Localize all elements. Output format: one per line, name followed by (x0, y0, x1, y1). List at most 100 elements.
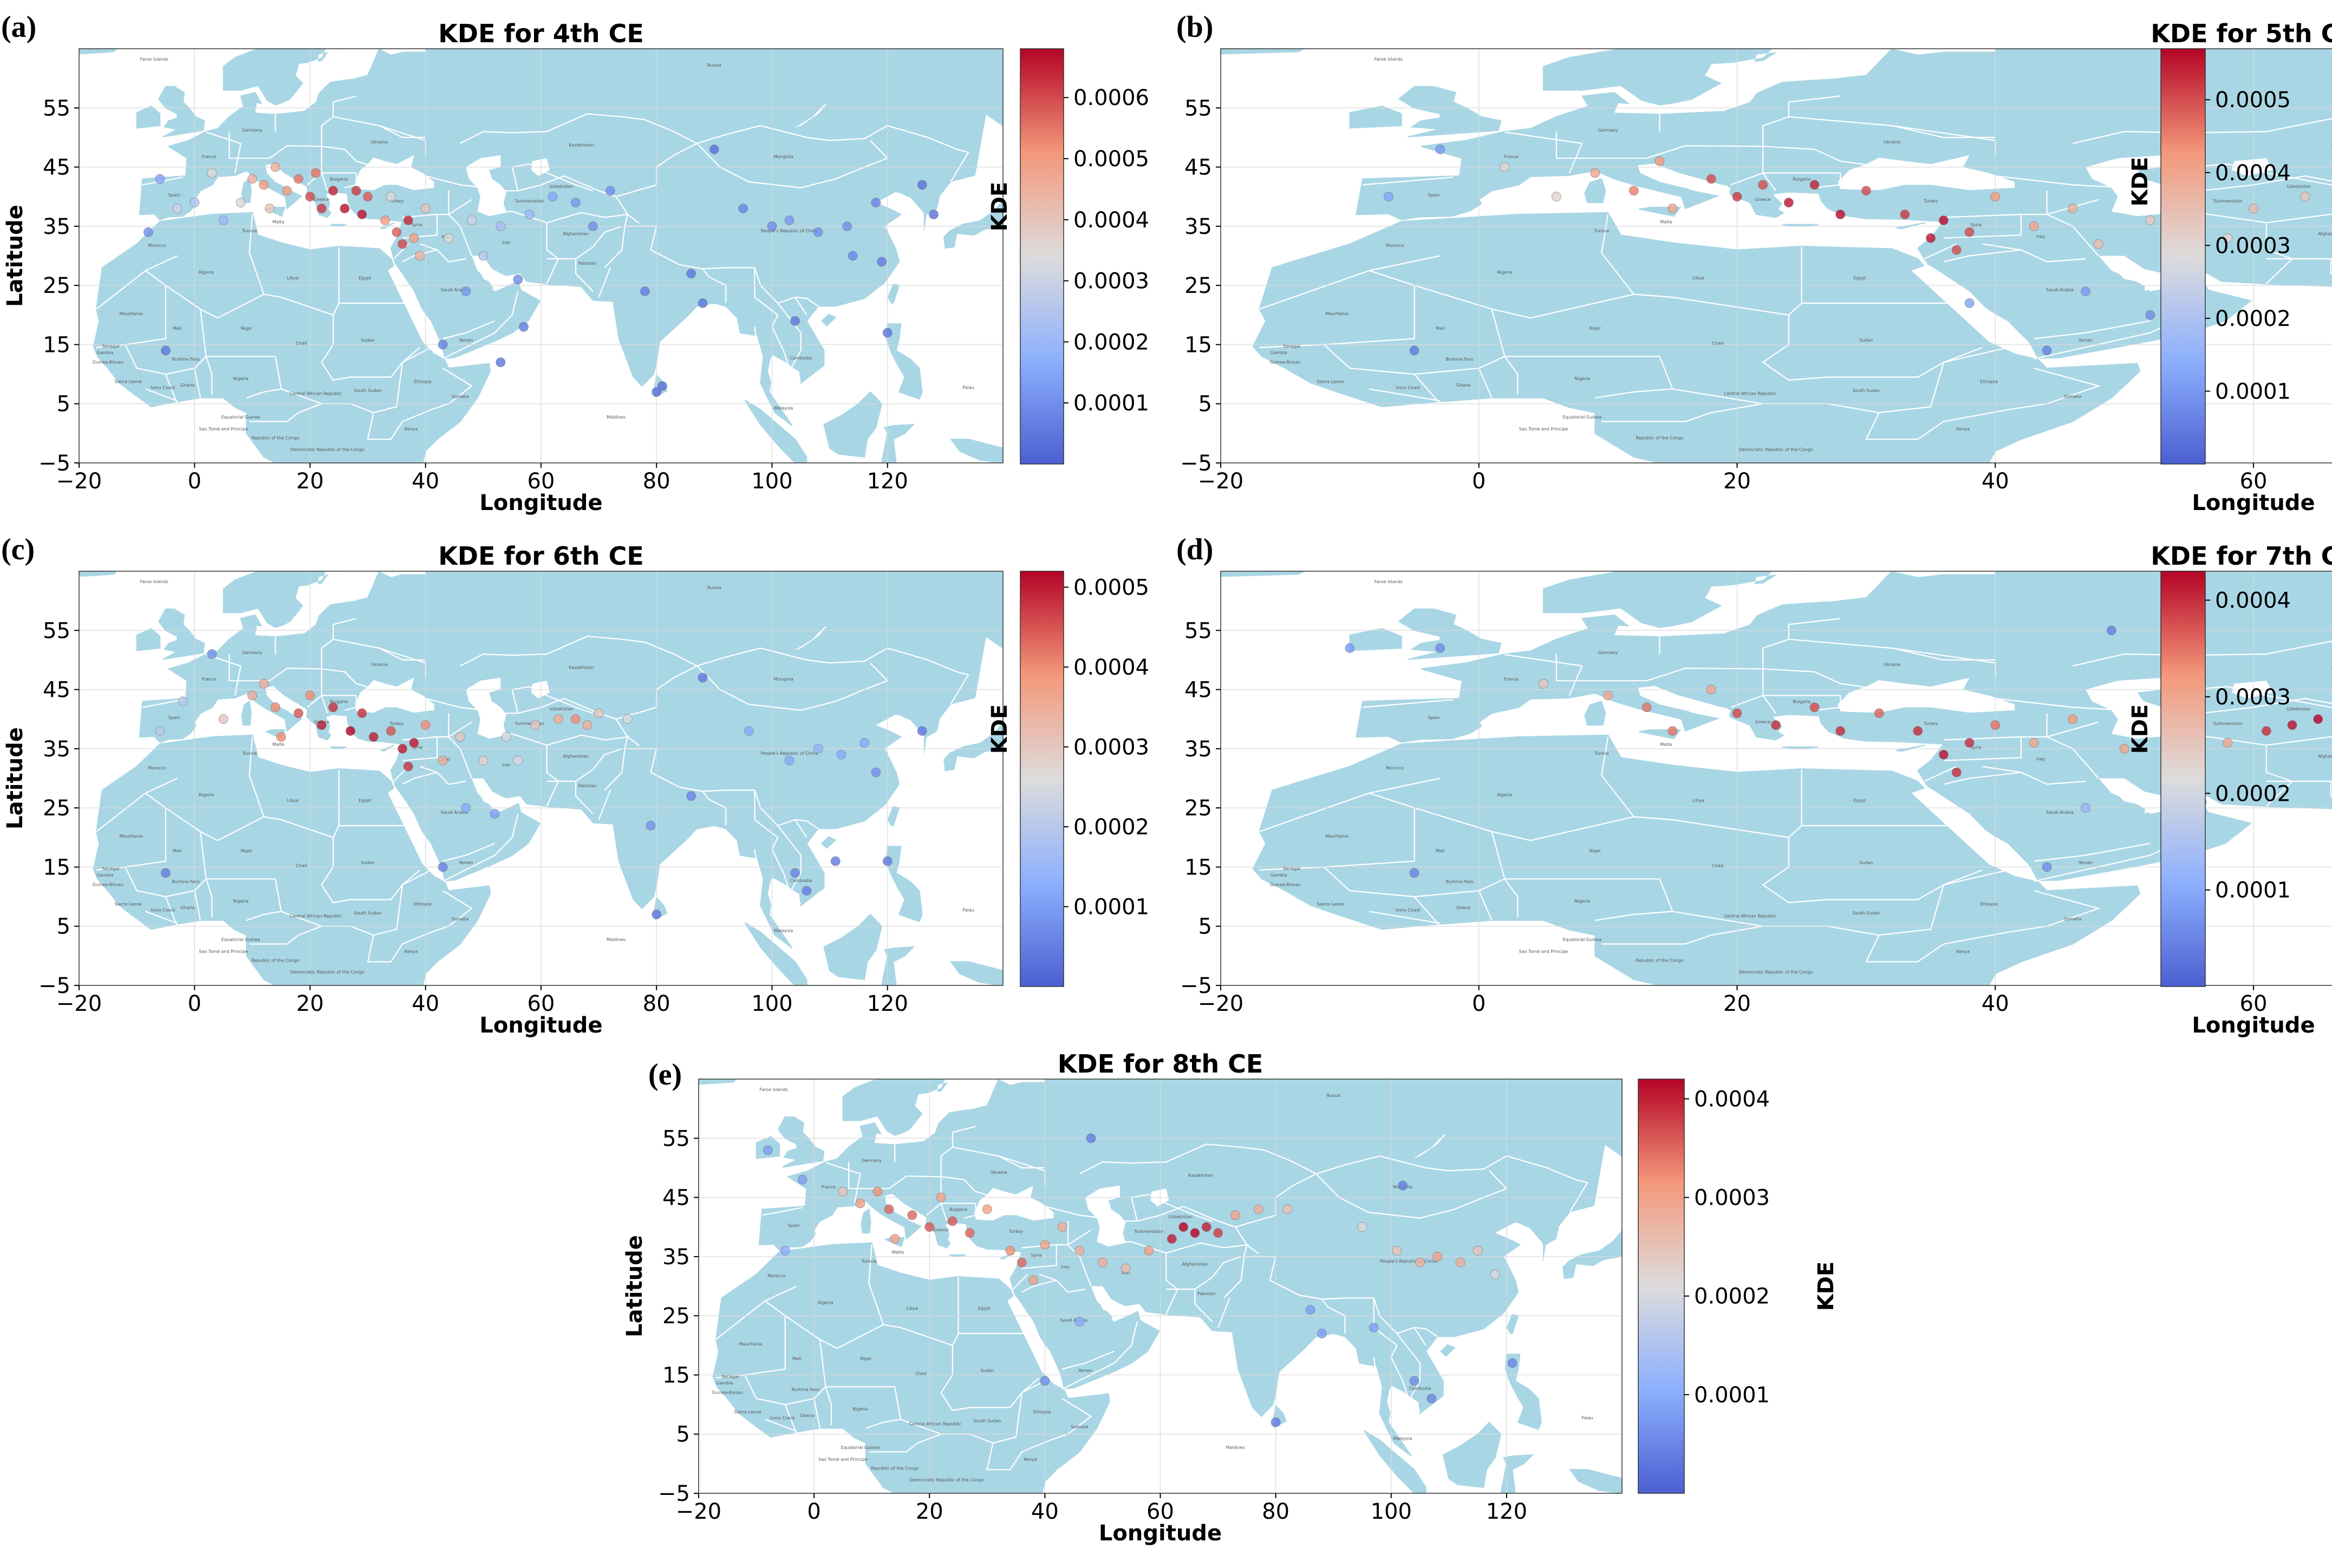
points-layer (763, 1133, 1517, 1427)
map-country-label: Mali (173, 326, 181, 331)
data-point (784, 215, 794, 225)
data-point (588, 221, 598, 231)
country-border (448, 721, 472, 737)
country-border (1943, 249, 2022, 263)
sea-shape (1007, 1295, 1064, 1389)
land-shape (1012, 648, 1020, 684)
country-border (615, 718, 640, 747)
data-point (784, 755, 794, 766)
data-point (328, 186, 338, 196)
country-border (1555, 95, 1841, 159)
data-point (2029, 738, 2039, 748)
map-country-label: Niger (1590, 848, 1601, 853)
sea-shape (1773, 715, 1841, 740)
country-border (794, 819, 807, 838)
map-country-label: Spain (788, 1223, 800, 1228)
data-point (1144, 1246, 1154, 1256)
y-tick-label: 35 (43, 214, 70, 239)
data-point (317, 720, 327, 730)
data-point (1654, 156, 1665, 166)
map-country-label: South Sudan (1852, 911, 1880, 916)
sea-shape (885, 1194, 927, 1226)
data-point (744, 726, 754, 736)
x-tick-label: 120 (867, 469, 908, 494)
map-country-label: Democratic Republic of the Congo (1739, 447, 1813, 452)
data-point (259, 678, 269, 689)
colorbar-tick-label: 0.0005 (1073, 576, 1149, 600)
map-country-label: Morocco (148, 766, 166, 770)
country-border (1414, 285, 1944, 381)
x-tick-label: 60 (527, 991, 555, 1016)
data-point (767, 221, 777, 231)
x-axis-label: Longitude (2192, 1013, 2315, 1038)
chart-panel-3: Faroe Islands Russia Kazakhstan Mongolia Peo… (1, 533, 1149, 1038)
y-tick-label: 55 (43, 618, 70, 643)
map-country-label: Chad (915, 1371, 927, 1376)
map-country-label: Maldives (1226, 1445, 1245, 1450)
country-border (598, 790, 611, 820)
data-point (686, 269, 696, 279)
data-point (871, 198, 881, 207)
data-point (513, 755, 523, 766)
map-country-label: Mongolia (774, 154, 793, 159)
map-country-label: Gambia (1271, 873, 1287, 878)
country-border (848, 1126, 976, 1190)
x-tick-label: 60 (527, 469, 555, 494)
country-border (165, 807, 403, 904)
data-point (420, 204, 431, 213)
map-country-label: Sao Tomé and Principe (1519, 949, 1568, 954)
country-border (2266, 736, 2332, 746)
country-border (1504, 654, 1582, 667)
country-border (1788, 825, 1802, 838)
map-country-label: Ivory Coast (770, 1415, 794, 1420)
country-border (1730, 172, 1841, 186)
data-point (236, 198, 246, 207)
x-tick-label: −20 (56, 469, 102, 494)
country-border (1892, 648, 1996, 661)
map-country-label: Gambia (96, 350, 113, 355)
colorbar-tick-label: 0.0003 (2215, 233, 2291, 258)
chart-title: KDE for 6th CE (438, 541, 644, 571)
data-point (1369, 1323, 1379, 1332)
data-point (582, 720, 592, 730)
map-country-label: Algeria (1497, 270, 1512, 275)
country-border (379, 648, 426, 661)
country-border (249, 736, 265, 817)
map-country-label: People's Republic of China (761, 751, 818, 756)
x-tick-label: 0 (1472, 469, 1486, 494)
country-border (1504, 356, 1519, 395)
country-border (1021, 1221, 1069, 1249)
y-tick-label: 35 (43, 737, 70, 762)
sea-shape (1091, 1286, 1140, 1322)
country-border (1504, 878, 1519, 918)
data-point (386, 192, 396, 202)
map-country-label: Mauritania (739, 1342, 763, 1347)
data-point (1432, 1252, 1442, 1262)
data-point (190, 198, 200, 207)
data-point (1426, 1394, 1437, 1403)
data-point (605, 186, 615, 196)
map-country-label: Ghana (180, 383, 194, 388)
sea-shape (1413, 1133, 1447, 1159)
grid-layer (79, 571, 1003, 985)
colorbar-tick-label: 0.0003 (1073, 735, 1149, 760)
map-country-label: Turkmenistan (2212, 199, 2242, 204)
colorbar-tick-label: 0.0004 (2215, 161, 2291, 186)
x-axis-label: Longitude (479, 491, 602, 515)
data-point (1098, 1257, 1108, 1268)
map-country-label: South Sudan (973, 1419, 1001, 1423)
data-point (305, 192, 315, 202)
map-country-label: Palau (962, 385, 974, 390)
map-country-label: Mali (1436, 848, 1444, 853)
data-point (438, 755, 448, 766)
data-point (1809, 702, 1820, 713)
map-country-label: Ivory Coast (151, 385, 175, 390)
data-point (1409, 345, 1419, 356)
land-shape (1569, 1469, 1622, 1493)
country-border (249, 403, 322, 422)
colorbar-label: KDE (2128, 157, 2153, 207)
map-country-label: Mali (173, 848, 181, 853)
data-point (1964, 227, 1975, 237)
data-point (965, 1228, 975, 1238)
country-border (425, 697, 484, 711)
